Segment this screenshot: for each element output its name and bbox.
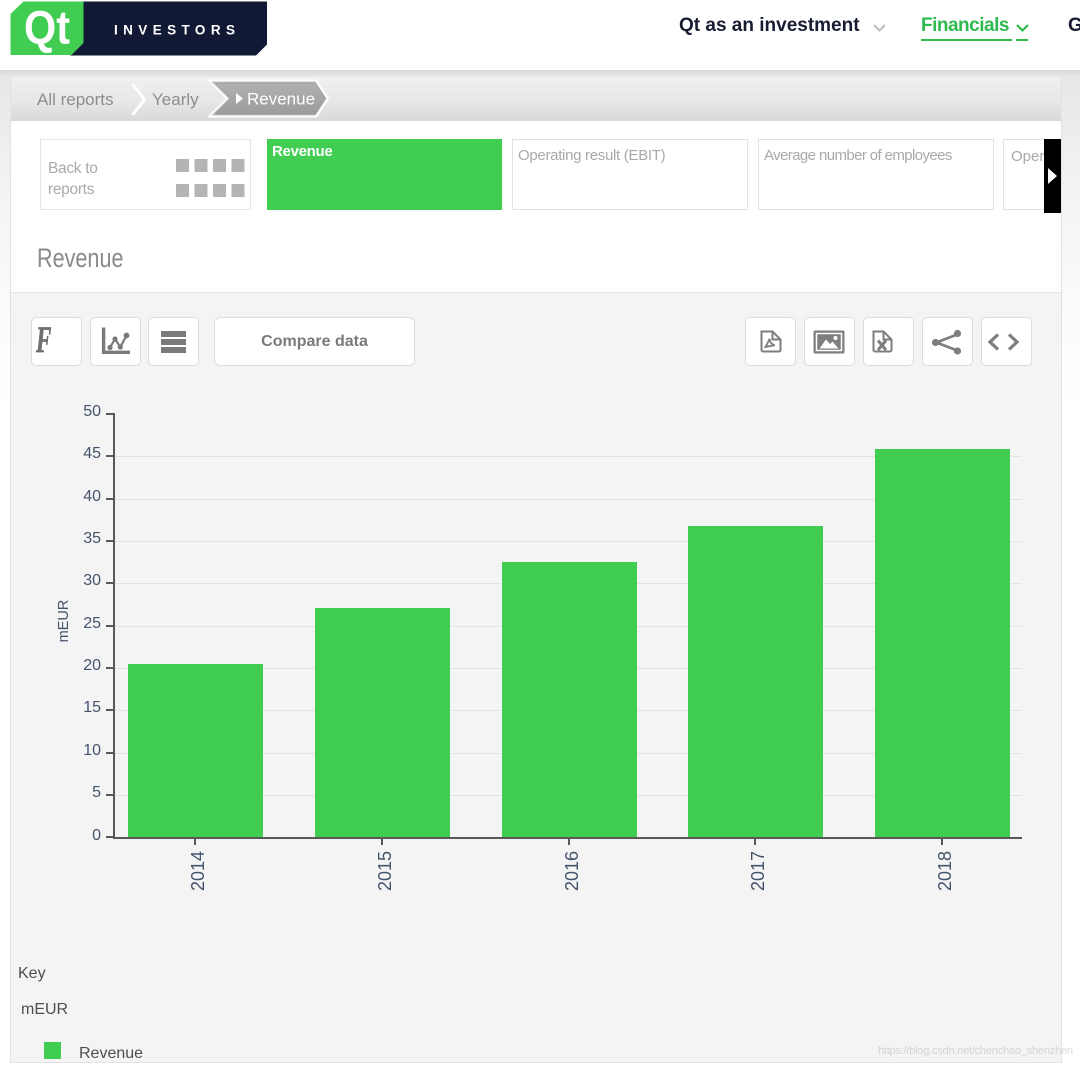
svg-text:Revenue: Revenue xyxy=(247,90,315,109)
svg-text:Qt: Qt xyxy=(24,1,70,54)
svg-text:INVESTORS: INVESTORS xyxy=(114,23,235,38)
